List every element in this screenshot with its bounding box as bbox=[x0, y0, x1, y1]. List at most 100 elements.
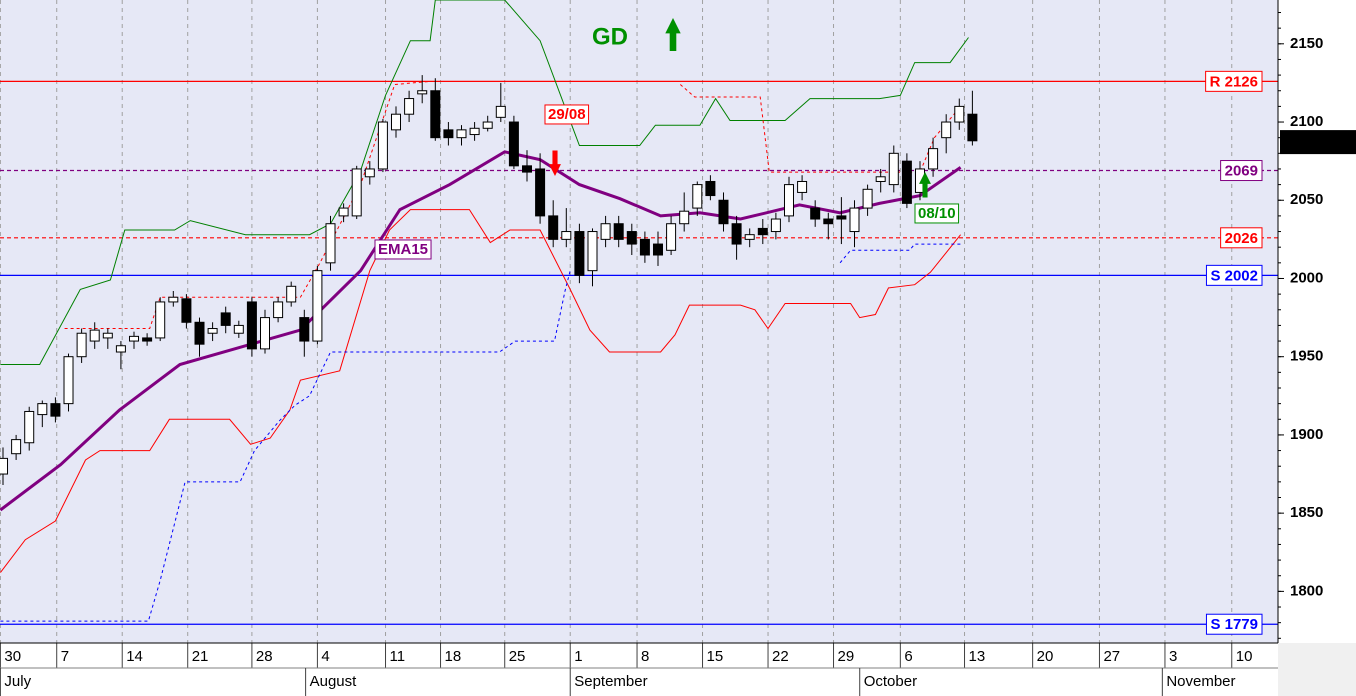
candle-body bbox=[928, 148, 939, 170]
candle-body bbox=[574, 231, 585, 276]
month-label: July bbox=[4, 673, 31, 690]
candle-body bbox=[115, 345, 126, 353]
x-tick-label: 30 bbox=[4, 648, 21, 665]
candle-body bbox=[652, 243, 663, 256]
month-label: November bbox=[1166, 673, 1235, 690]
candle-body bbox=[233, 324, 244, 334]
candle-body bbox=[0, 457, 9, 475]
candle-body bbox=[954, 105, 965, 123]
y-tick-label: 1900 bbox=[1290, 426, 1323, 443]
candle-body bbox=[377, 121, 388, 170]
candle-body bbox=[181, 298, 192, 323]
candle-body bbox=[430, 90, 441, 139]
candle-body bbox=[587, 231, 598, 272]
arrow-icon bbox=[665, 18, 681, 51]
candle-body bbox=[351, 168, 362, 217]
indicator-line bbox=[0, 243, 961, 622]
candle-body bbox=[404, 98, 415, 115]
candle-body bbox=[142, 337, 153, 342]
candle-body bbox=[246, 301, 257, 350]
candle-body bbox=[521, 165, 532, 173]
candle-body bbox=[220, 312, 231, 326]
candle-body bbox=[666, 223, 677, 251]
candle-body bbox=[273, 301, 284, 319]
candle-body bbox=[600, 223, 611, 240]
x-tick-label: 28 bbox=[256, 648, 273, 665]
last-price: 2087.17 bbox=[1284, 134, 1338, 151]
x-tick-label: 3 bbox=[1169, 648, 1177, 665]
y-tick-label: 1950 bbox=[1290, 348, 1323, 365]
plot-background bbox=[0, 0, 1278, 643]
x-tick-label: 7 bbox=[61, 648, 69, 665]
candle-body bbox=[364, 168, 375, 178]
candle-body bbox=[155, 301, 166, 339]
candle-body bbox=[207, 328, 218, 334]
candle-body bbox=[561, 231, 572, 240]
candle-body bbox=[770, 218, 781, 233]
candle-body bbox=[168, 296, 179, 303]
candle-body bbox=[757, 227, 768, 236]
x-tick-label: 6 bbox=[904, 648, 912, 665]
candle-body bbox=[456, 129, 467, 139]
candle-body bbox=[744, 234, 755, 240]
level-box bbox=[1220, 227, 1263, 249]
candle-body bbox=[823, 218, 834, 225]
candle-body bbox=[705, 180, 716, 197]
candle-body bbox=[836, 215, 847, 220]
candle-body bbox=[129, 335, 140, 342]
x-tick-label: 22 bbox=[772, 648, 789, 665]
candle-body bbox=[11, 439, 22, 455]
x-axis-background bbox=[0, 643, 1278, 696]
annotation-box bbox=[914, 203, 960, 224]
level-label: S 2002 bbox=[1210, 267, 1258, 284]
y-tick-label: 1800 bbox=[1290, 582, 1323, 599]
candle-body bbox=[731, 223, 742, 245]
candle-body bbox=[967, 113, 978, 142]
candle-body bbox=[102, 332, 113, 339]
candle-body bbox=[548, 215, 559, 240]
x-tick-label: 27 bbox=[1103, 648, 1120, 665]
y-tick-label: 2150 bbox=[1290, 35, 1323, 52]
indicator-line bbox=[64, 80, 961, 329]
arrow-icon bbox=[919, 172, 931, 198]
candle-body bbox=[797, 180, 808, 193]
candle-body bbox=[76, 332, 87, 358]
candle-body bbox=[312, 270, 323, 342]
candle-body bbox=[849, 207, 860, 233]
annotation-box bbox=[544, 104, 590, 125]
candle-body bbox=[718, 199, 729, 225]
candle-body bbox=[783, 184, 794, 217]
annotation-box bbox=[374, 239, 432, 260]
candle-body bbox=[338, 207, 349, 217]
candle-body bbox=[63, 356, 74, 405]
y-tick-label: 2050 bbox=[1290, 191, 1323, 208]
last-price-box bbox=[1280, 130, 1356, 155]
candle-body bbox=[50, 403, 61, 417]
candle-body bbox=[613, 223, 624, 240]
level-label: S 1779 bbox=[1210, 616, 1258, 633]
annotation: GD bbox=[592, 23, 628, 50]
level-box bbox=[1205, 613, 1263, 635]
annotation: 29/08 bbox=[548, 106, 586, 123]
y-tick-label: 2100 bbox=[1290, 113, 1323, 130]
candle-body bbox=[469, 127, 480, 136]
x-tick-label: 21 bbox=[192, 648, 209, 665]
candle-body bbox=[875, 176, 886, 182]
candle-body bbox=[508, 121, 519, 167]
level-box bbox=[1205, 70, 1263, 92]
candle-body bbox=[626, 231, 637, 245]
candle-body bbox=[679, 210, 690, 225]
x-tick-label: 1 bbox=[574, 648, 582, 665]
month-label: September bbox=[574, 673, 647, 690]
level-box bbox=[1220, 160, 1263, 182]
x-tick-label: 20 bbox=[1037, 648, 1054, 665]
candle-body bbox=[260, 317, 271, 350]
candle-body bbox=[24, 410, 35, 444]
y-tick-label: 2000 bbox=[1290, 269, 1323, 286]
level-label: 2026 bbox=[1225, 230, 1258, 247]
annotation: EMA15 bbox=[378, 241, 428, 258]
x-tick-label: 11 bbox=[390, 648, 406, 665]
candle-body bbox=[299, 317, 310, 342]
corner bbox=[1278, 643, 1356, 696]
level-label: 2069 bbox=[1225, 162, 1258, 179]
